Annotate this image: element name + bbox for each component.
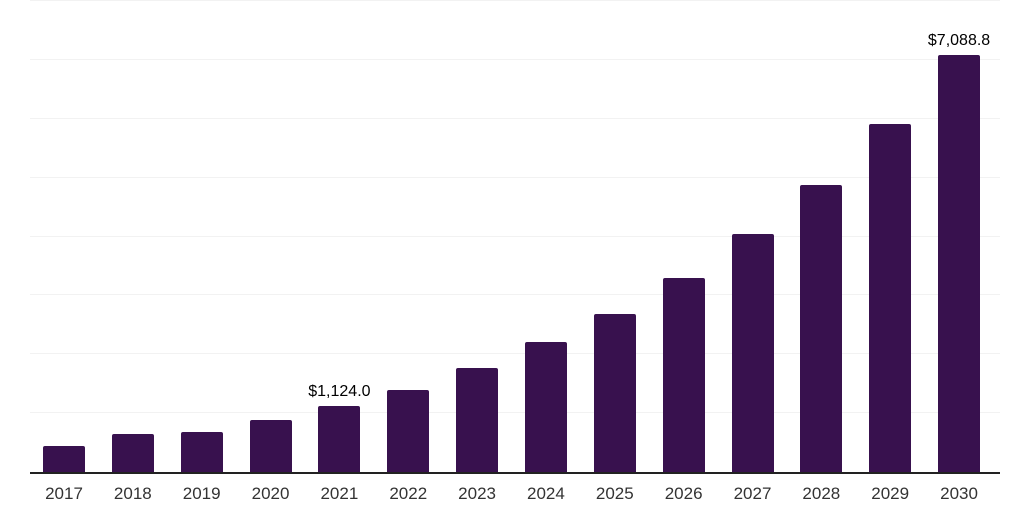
bar-2018 [111, 433, 154, 472]
x-tick-2026: 2026 [664, 484, 703, 503]
bar-2026 [662, 278, 705, 472]
bar-2024 [524, 342, 567, 472]
bar-2020 [249, 419, 292, 472]
bar-2029 [869, 124, 912, 472]
gridline-7000 [30, 58, 1000, 60]
x-tick-2019: 2019 [182, 484, 221, 503]
x-tick-2029: 2029 [871, 484, 910, 503]
gridline-6000 [30, 117, 1000, 119]
bar-2030 [938, 54, 981, 472]
x-tick-2023: 2023 [458, 484, 497, 503]
x-tick-2020: 2020 [251, 484, 290, 503]
gridline-5000 [30, 176, 1000, 178]
bar-2028 [800, 185, 843, 472]
bar-2017 [43, 445, 85, 472]
plot-area: $1,124.0 $7,088.8 [30, 0, 1000, 474]
data-label-2030: $7,088.8 [927, 31, 991, 49]
bar-2019 [180, 431, 223, 472]
data-label-2021: $1,124.0 [308, 382, 371, 400]
bar-2023 [456, 368, 499, 472]
x-tick-2028: 2028 [802, 484, 841, 503]
gridline-3000 [30, 294, 1000, 296]
x-tick-2030: 2030 [940, 484, 978, 503]
x-tick-2025: 2025 [595, 484, 634, 503]
gridline-4000 [30, 235, 1000, 237]
bar-2027 [731, 234, 774, 472]
bar-2022 [387, 389, 430, 472]
bar-2025 [593, 314, 636, 472]
gridline-2000 [30, 353, 1000, 355]
x-tick-2024: 2024 [527, 484, 565, 503]
bar-2021 [318, 405, 361, 472]
x-axis-labels: 2017 2018 2019 2020 2021 2022 2023 2024 2025 2026… [30, 484, 1000, 506]
x-axis-line [30, 472, 1000, 474]
gridline-8000 [30, 0, 1000, 1]
x-tick-2021: 2021 [320, 484, 359, 503]
x-tick-2022: 2022 [389, 484, 428, 503]
x-tick-2017: 2017 [45, 484, 83, 503]
gridline-1000 [30, 412, 1000, 414]
x-tick-2027: 2027 [733, 484, 772, 503]
x-tick-2018: 2018 [113, 484, 152, 503]
